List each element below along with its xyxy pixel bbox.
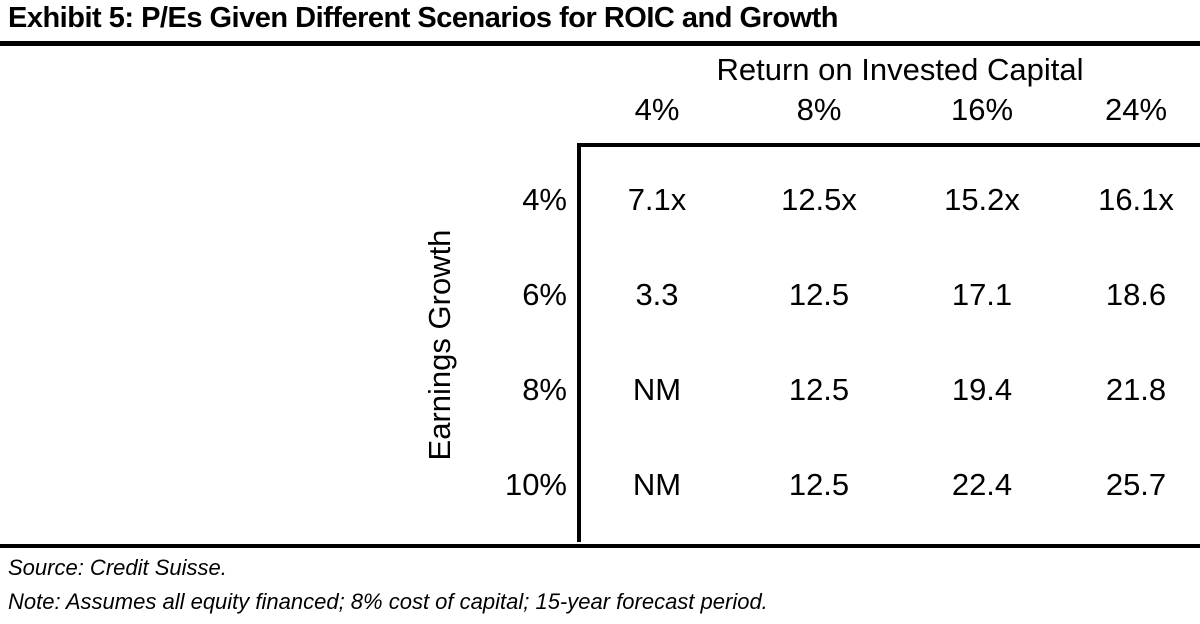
table-cell: NM (632, 467, 682, 502)
table-cell: 21.8 (1105, 372, 1167, 407)
column-group-label: Return on Invested Capital (716, 52, 1084, 87)
table-cell: 25.7 (1105, 467, 1167, 502)
table-cell: 17.1 (951, 277, 1013, 312)
row-header-10pct: 10% (504, 467, 567, 502)
bottom-divider-rule (0, 544, 1200, 548)
table-cell: NM (632, 372, 682, 407)
row-header-8pct: 8% (522, 372, 567, 407)
table-cell: 12.5x (781, 182, 857, 217)
table-cell: 12.5 (788, 372, 850, 407)
table-cell: 18.6 (1105, 277, 1167, 312)
table-cell: 19.4 (951, 372, 1013, 407)
source-text: Source: Credit Suisse. (8, 555, 227, 580)
exhibit-title: Exhibit 5: P/Es Given Different Scenario… (8, 2, 838, 34)
column-header-4pct: 4% (634, 92, 680, 127)
table-cell: 12.5 (788, 277, 850, 312)
note-text: Note: Assumes all equity financed; 8% co… (8, 589, 768, 614)
column-header-8pct: 8% (796, 92, 842, 127)
table-cell: 7.1x (627, 182, 687, 217)
row-header-6pct: 6% (522, 277, 567, 312)
column-header-24pct: 24% (1104, 92, 1168, 127)
table-border-frame (577, 143, 1200, 542)
table-cell: 22.4 (951, 467, 1013, 502)
title-divider-rule (0, 41, 1200, 46)
row-group-label: Earnings Growth (422, 229, 457, 461)
table-cell: 16.1x (1098, 182, 1174, 217)
row-header-4pct: 4% (522, 182, 567, 217)
column-header-16pct: 16% (950, 92, 1014, 127)
table-cell: 12.5 (788, 467, 850, 502)
table-cell: 3.3 (635, 277, 679, 312)
table-cell: 15.2x (944, 182, 1020, 217)
